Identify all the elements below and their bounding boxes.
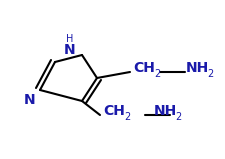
Text: NH: NH — [154, 104, 177, 118]
Text: CH: CH — [103, 104, 125, 118]
Text: H: H — [66, 34, 74, 44]
Text: NH: NH — [186, 61, 209, 75]
Text: 2: 2 — [124, 112, 130, 122]
Text: 2: 2 — [154, 69, 160, 79]
Text: 2: 2 — [175, 112, 181, 122]
Text: 2: 2 — [207, 69, 213, 79]
Text: CH: CH — [133, 61, 155, 75]
Text: N: N — [64, 43, 76, 57]
Text: N: N — [24, 93, 36, 107]
